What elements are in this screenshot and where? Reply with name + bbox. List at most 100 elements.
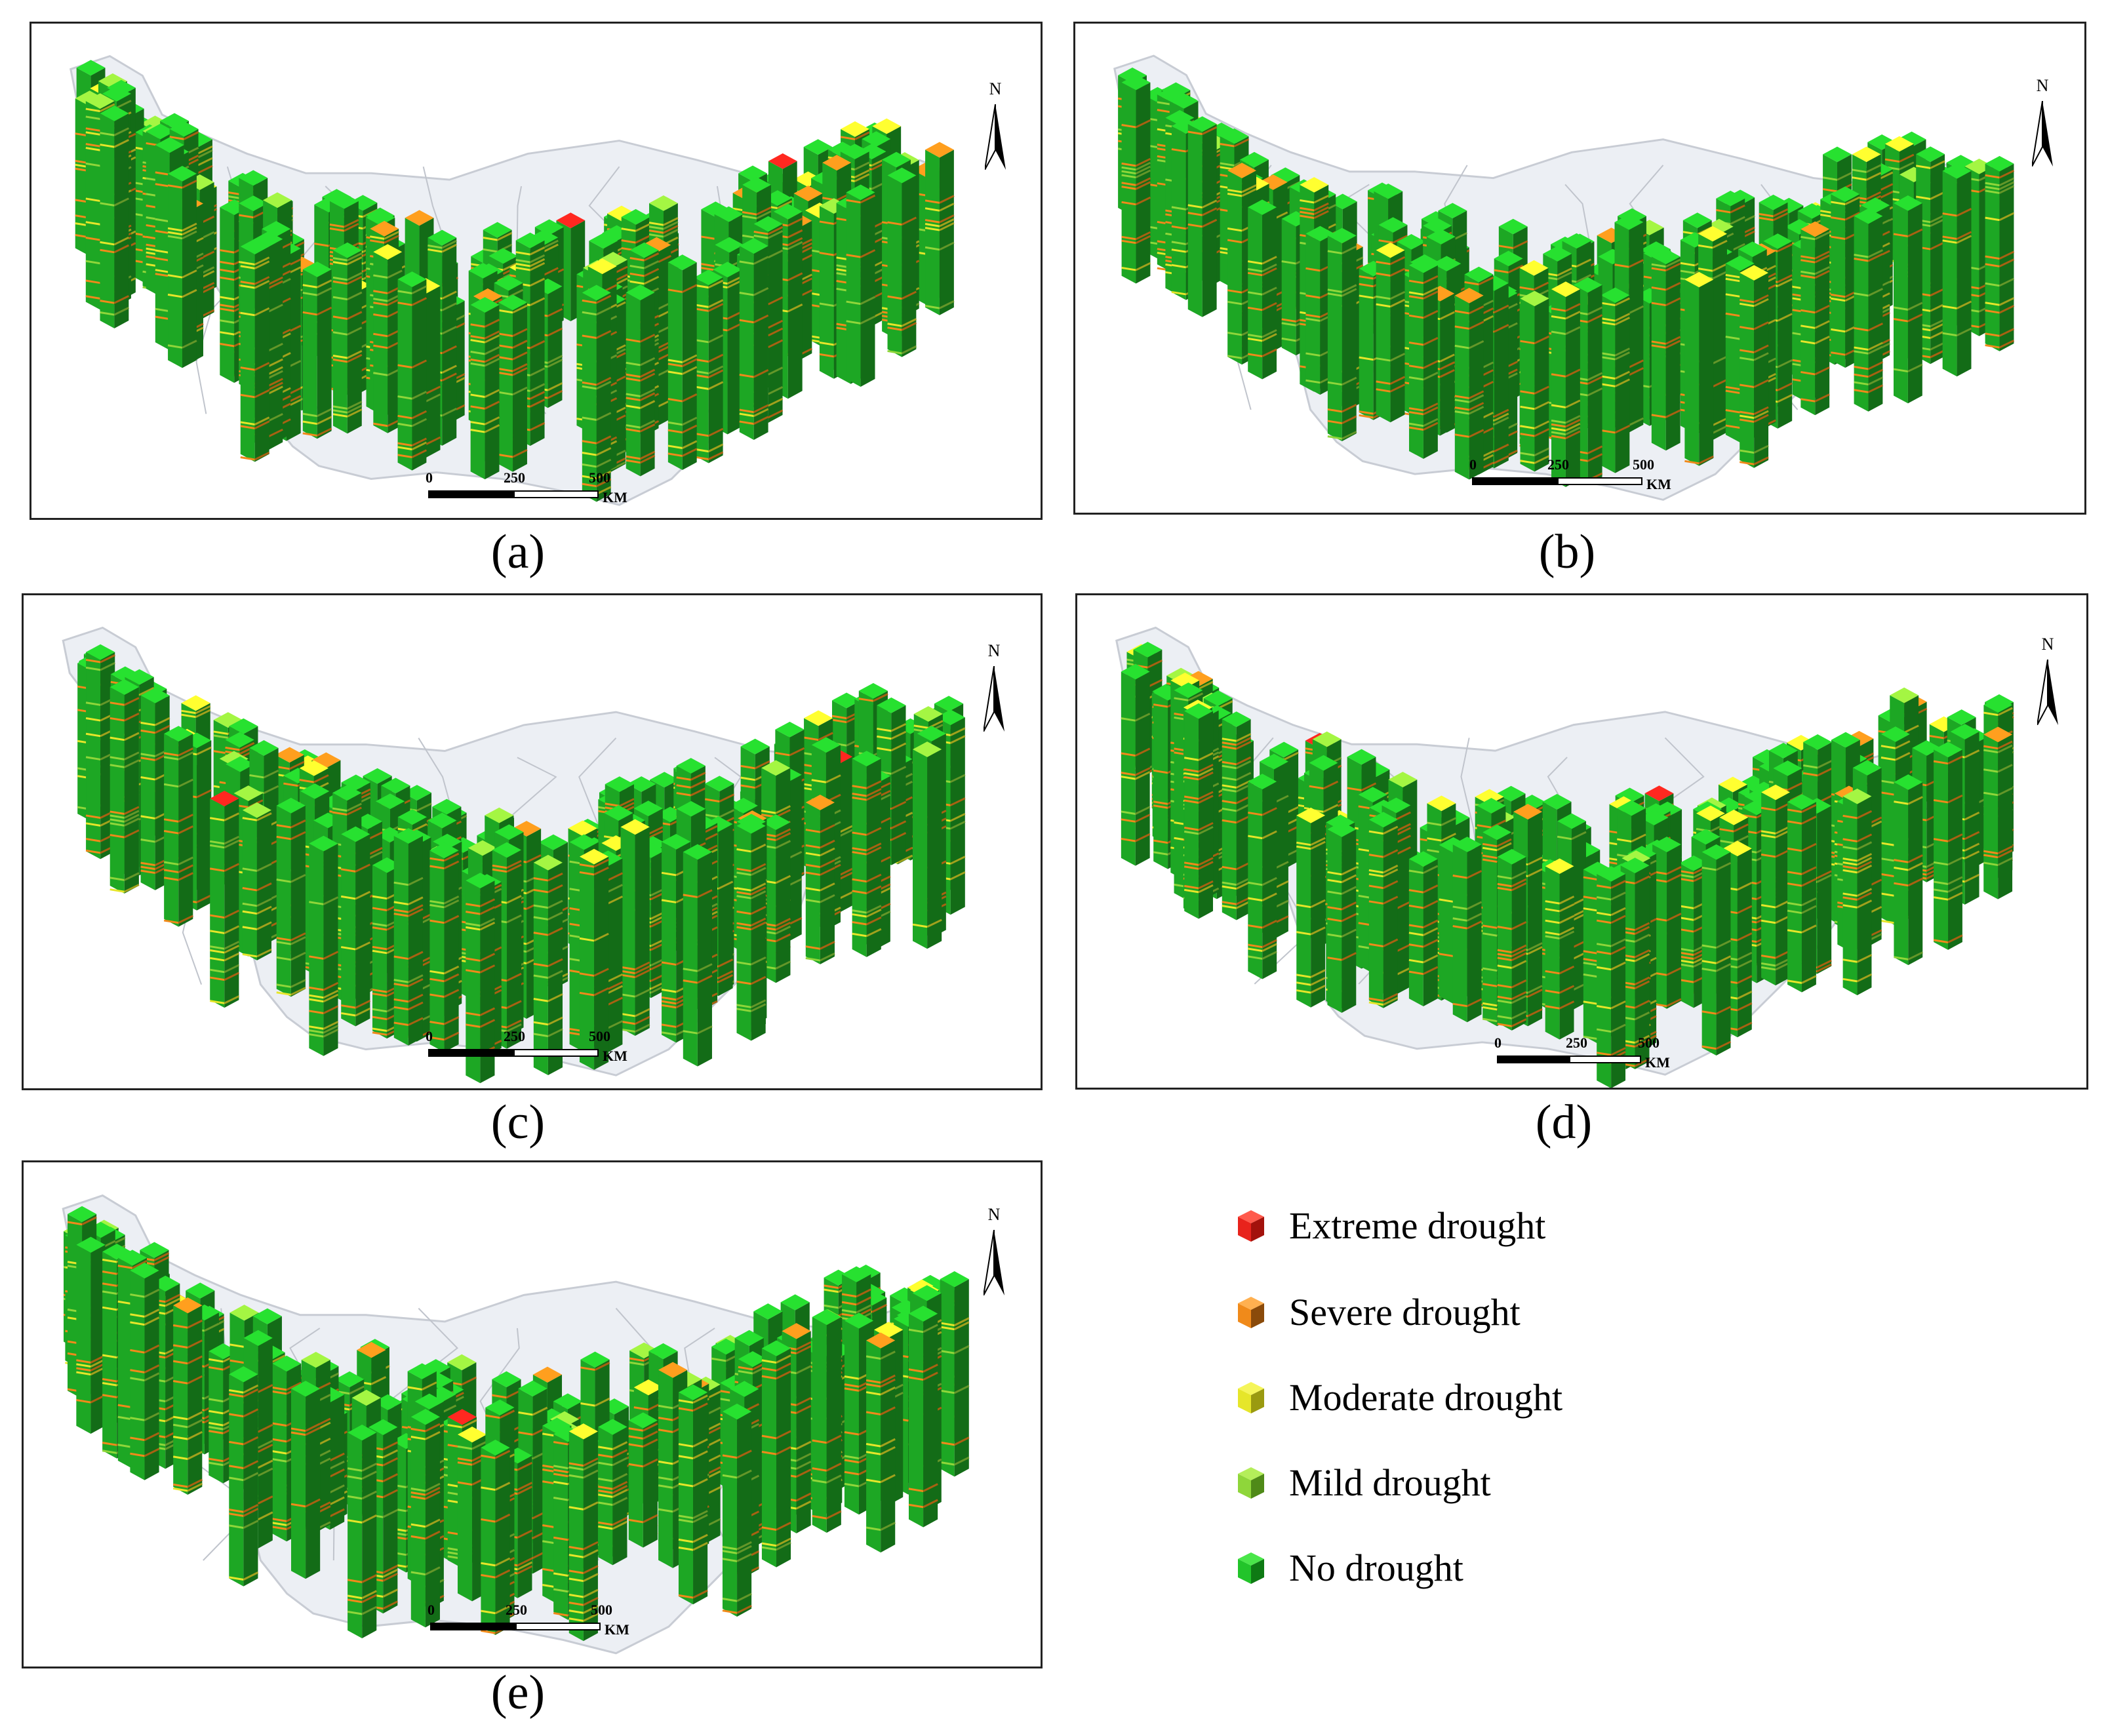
scale-unit: KM: [605, 1621, 629, 1638]
drought-map-a: [70, 54, 955, 506]
drought-map-c: [62, 626, 966, 1084]
north-label: N: [987, 641, 1001, 660]
station-bar: [242, 802, 272, 960]
station-bar: [598, 1419, 628, 1566]
scale-tick-0: 0: [1494, 1035, 1501, 1051]
station-bar: [130, 1262, 160, 1480]
station-bar: [309, 835, 339, 1056]
station-bar: [481, 1440, 511, 1635]
station-bar: [1942, 163, 1972, 377]
station-bar: [1187, 116, 1218, 317]
scale-unit: KM: [603, 489, 627, 505]
scale-bar-white: [1569, 1055, 1641, 1063]
scale-bar-black: [1497, 1055, 1569, 1063]
station-bar: [290, 1381, 321, 1579]
station-bar: [347, 1425, 377, 1638]
station-bar: [1248, 774, 1277, 979]
station-bar: [736, 818, 766, 1041]
station-bar: [1327, 227, 1357, 442]
north-arrow: N: [976, 79, 1015, 171]
scale-tick-500: 500: [1633, 456, 1654, 473]
north-arrow-icon: [984, 1230, 1004, 1295]
station-bar: [812, 1309, 842, 1533]
station-bar: [908, 1305, 938, 1528]
station-bar: [694, 269, 724, 464]
station-bar: [1121, 663, 1151, 866]
scale-bar: 0 250 500 KM: [428, 1602, 629, 1641]
station-bar: [940, 1271, 970, 1477]
station-bar: [498, 294, 528, 472]
station-bar: [1327, 821, 1357, 1013]
station-bar: [852, 751, 882, 957]
legend-item-none: No drought: [1226, 1542, 1751, 1594]
north-arrow-icon: [984, 666, 1004, 732]
scale-tick-250: 250: [504, 1028, 525, 1044]
station-bar: [1296, 807, 1326, 1008]
scale-tick-500: 500: [1638, 1035, 1660, 1051]
legend-label-severe: Severe drought: [1289, 1291, 1521, 1333]
panel-caption-c: (c): [490, 1095, 546, 1149]
moderate-drought-cube-icon: [1238, 1382, 1264, 1413]
scale-tick-0: 0: [428, 1602, 435, 1618]
scale-bar-white: [513, 1049, 599, 1057]
station-bar: [1222, 711, 1252, 920]
panel-caption-d: (d): [1535, 1095, 1593, 1149]
station-bar: [1701, 844, 1732, 1056]
station-bar: [1652, 837, 1682, 1009]
station-bar: [678, 1384, 708, 1605]
scale-bar-white: [513, 490, 599, 498]
legend-item-moderate: Moderate drought: [1226, 1371, 1751, 1424]
station-bar: [340, 826, 371, 1027]
panel-caption-a: (a): [490, 525, 546, 579]
drought-map-b: [1113, 54, 2015, 501]
station-bar: [1520, 290, 1550, 472]
mild-drought-cube-icon: [1238, 1467, 1264, 1499]
scale-tick-0: 0: [1469, 456, 1477, 473]
station-bar: [1454, 288, 1484, 480]
panel-caption-e: (e): [490, 1666, 546, 1720]
north-label: N: [989, 79, 1002, 98]
station-bar: [722, 1403, 752, 1617]
legend-label-extreme: Extreme drought: [1289, 1204, 1546, 1247]
extreme-drought-cube-icon: [1238, 1210, 1264, 1242]
station-bar: [865, 1332, 896, 1553]
map-panel-b: N 0 250 500 KM: [1073, 22, 2086, 515]
station-bar: [1985, 155, 2015, 351]
map-panel-c: N 0 250 500 KM: [22, 593, 1043, 1090]
station-bar: [466, 873, 496, 1084]
station-bar: [925, 142, 955, 315]
station-bar: [582, 285, 612, 502]
station-bar: [805, 795, 835, 964]
station-bar: [1368, 812, 1399, 1008]
station-bar: [1933, 741, 1963, 950]
north-arrow: N: [2023, 76, 2062, 168]
station-bar: [410, 1409, 441, 1628]
north-arrow: N: [974, 641, 1014, 733]
station-bar: [470, 297, 500, 480]
north-arrow-icon: [985, 104, 1006, 170]
station-bar: [100, 106, 129, 328]
station-bar: [1183, 703, 1214, 919]
station-bar: [1854, 208, 1884, 412]
map-panel-d: N 0 250 500 KM: [1075, 593, 2088, 1090]
scale-bar-white: [1557, 477, 1642, 485]
station-bar: [661, 833, 691, 1043]
station-bar: [1408, 851, 1439, 1007]
scale-tick-250: 250: [1547, 456, 1569, 473]
station-bar: [76, 1236, 106, 1434]
scale-bar-black: [428, 1049, 513, 1057]
legend-item-extreme: Extreme drought: [1226, 1200, 1751, 1252]
north-arrow-icon: [2037, 660, 2058, 725]
station-bar: [167, 165, 197, 368]
scale-bar-white: [515, 1623, 601, 1630]
scale-bar: 0 250 500 KM: [426, 469, 627, 509]
station-bar: [620, 819, 650, 1036]
station-bar: [1760, 784, 1791, 986]
station-bar: [1376, 242, 1406, 423]
no-drought-cube-icon: [1238, 1552, 1264, 1584]
scale-bar-black: [430, 1623, 515, 1630]
severe-drought-cube-icon: [1238, 1297, 1264, 1328]
legend-label-none: No drought: [1289, 1547, 1463, 1589]
scale-bar: 0 250 500 KM: [1469, 456, 1671, 496]
station-bar: [1983, 726, 2013, 899]
